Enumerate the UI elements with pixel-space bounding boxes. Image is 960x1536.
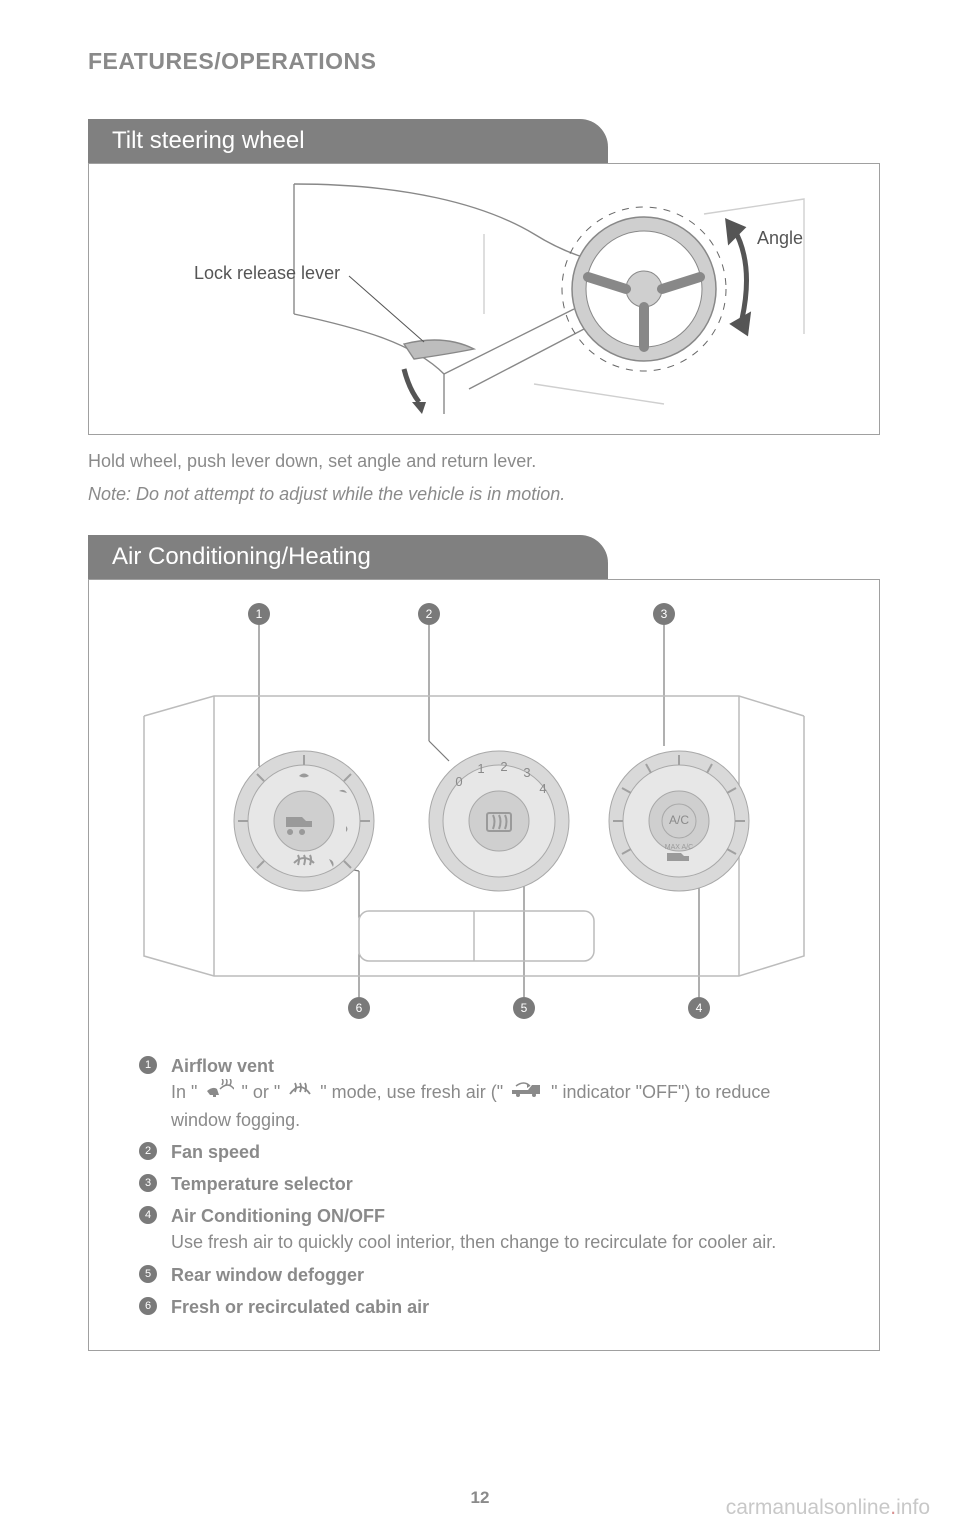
defrost-floor-icon xyxy=(204,1079,234,1106)
svg-text:3: 3 xyxy=(661,607,668,621)
svg-text:5: 5 xyxy=(521,1001,528,1015)
svg-text:2: 2 xyxy=(426,607,433,621)
svg-text:A/C: A/C xyxy=(669,813,689,827)
svg-text:4: 4 xyxy=(539,781,546,796)
tilt-steering-illustration: Lock release lever Angle xyxy=(144,174,824,424)
legend-item-1: 1 Airflow vent In " " or " " mode, use f… xyxy=(139,1053,829,1133)
svg-text:2: 2 xyxy=(500,759,507,774)
svg-text:6: 6 xyxy=(356,1001,363,1015)
legend-item-3: 3 Temperature selector xyxy=(139,1171,829,1197)
legend-badge: 1 xyxy=(139,1056,157,1074)
legend-badge: 2 xyxy=(139,1142,157,1160)
tilt-note: Note: Do not attempt to adjust while the… xyxy=(88,484,880,505)
page-header: FEATURES/OPERATIONS xyxy=(88,48,880,75)
legend-title: Air Conditioning ON/OFF xyxy=(171,1206,385,1226)
section-tab-tilt: Tilt steering wheel xyxy=(88,119,608,163)
svg-text:1: 1 xyxy=(477,761,484,776)
label-angle: Angle xyxy=(757,228,803,248)
svg-text:3: 3 xyxy=(523,765,530,780)
legend-title: Temperature selector xyxy=(171,1174,353,1194)
legend-badge: 6 xyxy=(139,1297,157,1315)
legend-badge: 3 xyxy=(139,1174,157,1192)
svg-text:0: 0 xyxy=(455,774,462,789)
tilt-instruction: Hold wheel, push lever down, set angle a… xyxy=(88,449,880,474)
svg-text:MAX A/C: MAX A/C xyxy=(665,844,693,851)
section-tab-ac: Air Conditioning/Heating xyxy=(88,535,608,579)
legend-title: Rear window defogger xyxy=(171,1265,364,1285)
recirculate-icon xyxy=(510,1079,544,1105)
svg-text:1: 1 xyxy=(256,607,263,621)
svg-text:4: 4 xyxy=(696,1001,703,1015)
legend-title: Fan speed xyxy=(171,1142,260,1162)
watermark: carmanualsonline.info xyxy=(726,1496,930,1520)
legend-badge: 4 xyxy=(139,1206,157,1224)
legend-item-4: 4 Air Conditioning ON/OFF Use fresh air … xyxy=(139,1203,829,1255)
legend-title: Fresh or recirculated cabin air xyxy=(171,1297,429,1317)
legend-badge: 5 xyxy=(139,1265,157,1283)
tilt-figure-box: Lock release lever Angle xyxy=(88,163,880,435)
ac-box: 1 2 3 4 5 6 xyxy=(88,579,880,1351)
legend-item-5: 5 Rear window defogger xyxy=(139,1262,829,1288)
defrost-icon xyxy=(287,1079,313,1106)
ac-figure: 1 2 3 4 5 6 xyxy=(139,596,829,1031)
legend-item-2: 2 Fan speed xyxy=(139,1139,829,1165)
legend-item-6: 6 Fresh or recirculated cabin air xyxy=(139,1294,829,1320)
legend-title: Airflow vent xyxy=(171,1056,274,1076)
label-lock-release: Lock release lever xyxy=(194,263,340,283)
legend-sub: Use fresh air to quickly cool interior, … xyxy=(171,1232,776,1252)
